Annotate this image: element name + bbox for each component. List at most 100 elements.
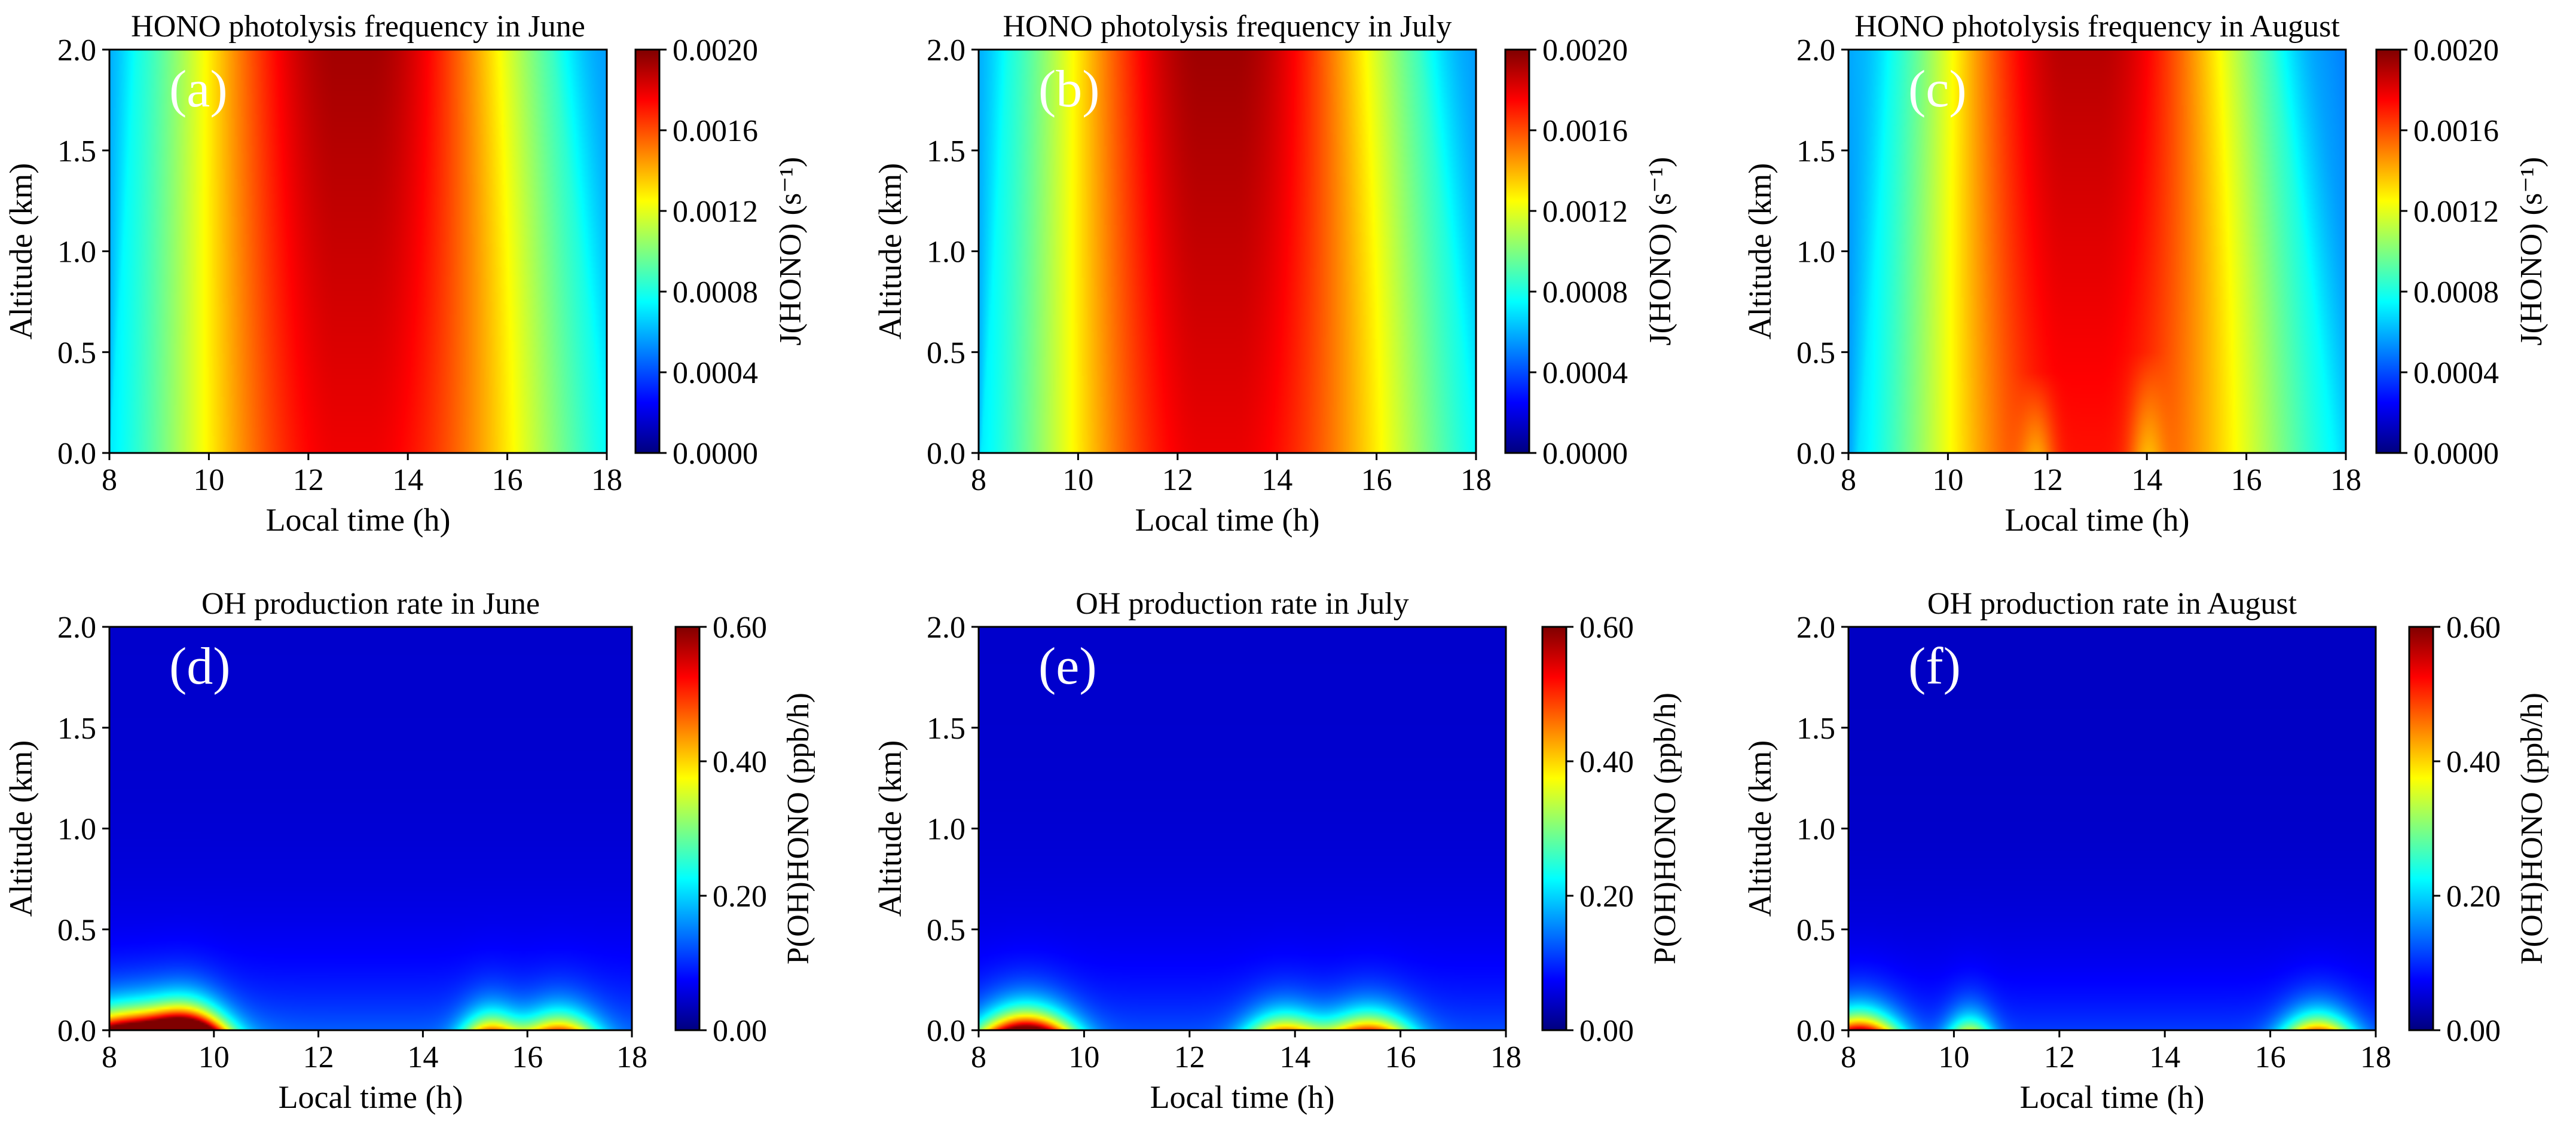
y-axis-label: Altitude (km) <box>3 163 39 339</box>
colorbar-gradient <box>674 626 701 1031</box>
x-axis-label: Local time (h) <box>266 502 451 538</box>
x-tick-label: 14 <box>407 1040 438 1074</box>
colorbar-tick-label: 0.20 <box>2446 880 2501 914</box>
y-tick-label: 0.5 <box>1796 336 1835 370</box>
colorbar-tick-label: 0.0000 <box>2413 437 2499 471</box>
heatmap-e <box>979 627 1506 1030</box>
colorbar-tick-label: 0.60 <box>713 611 767 645</box>
colorbar-tick-label: 0.40 <box>2446 745 2501 779</box>
colorbar-tick-label: 0.0004 <box>673 356 758 390</box>
colorbar-tick-label: 0.0008 <box>673 275 758 310</box>
x-tick-label: 10 <box>1062 463 1093 497</box>
x-tick-label: 14 <box>1261 463 1292 497</box>
colorbar-label: J(HONO) (s⁻¹) <box>1643 157 1677 346</box>
x-tick-label: 8 <box>102 463 117 497</box>
y-tick-label: 0.0 <box>927 1014 965 1048</box>
heatmap-a <box>109 50 607 453</box>
panel-a: HONO photolysis frequency in June (a) 8 10 1… <box>3 10 808 538</box>
y-tick-label: 1.0 <box>57 813 96 847</box>
y-axis-label: Altitude (km) <box>1742 163 1778 339</box>
x-tick-label: 12 <box>2044 1040 2075 1074</box>
colorbar-tick-label: 0.0004 <box>1542 356 1628 390</box>
y-tick-label: 2.0 <box>927 611 965 645</box>
chart-title: HONO photolysis frequency in August <box>1854 10 2340 44</box>
colorbar-tick-label: 0.0012 <box>2413 195 2499 229</box>
x-tick-label: 16 <box>492 463 523 497</box>
colorbar-tick-label: 0.0000 <box>673 437 758 471</box>
x-tick-label: 10 <box>1938 1040 1969 1074</box>
x-tick-label: 12 <box>303 1040 334 1074</box>
heatmap-f <box>1848 627 2376 1030</box>
x-tick-label: 16 <box>2231 463 2262 497</box>
chart-title: HONO photolysis frequency in June <box>131 10 585 44</box>
colorbar-gradient <box>634 48 661 454</box>
y-tick-label: 2.0 <box>57 611 96 645</box>
x-tick-label: 10 <box>198 1040 230 1074</box>
y-tick-label: 2.0 <box>927 33 965 68</box>
x-tick-label: 12 <box>1174 1040 1205 1074</box>
x-axis-label: Local time (h) <box>279 1079 463 1115</box>
x-tick-label: 8 <box>1841 1040 1856 1074</box>
colorbar: 0.00 0.20 0.40 0.60 P(OH)HONO (ppb/h) <box>674 611 815 1048</box>
colorbar-label: P(OH)HONO (ppb/h) <box>1648 693 1682 964</box>
colorbar-tick-label: 0.0004 <box>2413 356 2499 390</box>
panel-d: OH production rate in June (d) 8 10 12 14 16 18… <box>3 587 815 1115</box>
x-axis-label: Local time (h) <box>1150 1079 1335 1115</box>
x-tick-label: 14 <box>392 463 423 497</box>
colorbar-tick-label: 0.00 <box>1579 1014 1634 1048</box>
x-tick-label: 10 <box>1932 463 1963 497</box>
y-tick-label: 0.0 <box>1796 437 1835 471</box>
colorbar-tick-label: 0.40 <box>713 745 767 779</box>
chart-title: OH production rate in July <box>1075 587 1408 621</box>
panel-c: HONO photolysis frequency in August (c) 8 1… <box>1742 10 2549 538</box>
x-tick-label: 8 <box>102 1040 117 1074</box>
colorbar-label: J(HONO) (s⁻¹) <box>2514 157 2549 346</box>
y-tick-label: 0.5 <box>57 913 96 947</box>
y-axis-label: Altitude (km) <box>1742 740 1778 917</box>
y-tick-label: 1.5 <box>57 712 96 746</box>
x-tick-label: 8 <box>1841 463 1856 497</box>
x-tick-label: 14 <box>2149 1040 2180 1074</box>
colorbar-tick-label: 0.0016 <box>673 114 758 148</box>
x-tick-label: 16 <box>1385 1040 1416 1074</box>
y-axis-label: Altitude (km) <box>872 740 908 917</box>
y-tick-label: 1.0 <box>1796 235 1835 270</box>
colorbar-tick-label: 0.0012 <box>1542 195 1628 229</box>
panel-label: (c) <box>1908 60 1967 118</box>
panel-label: (f) <box>1908 638 1961 696</box>
colorbar-tick-label: 0.0020 <box>673 33 758 68</box>
colorbar-tick-label: 0.0000 <box>1542 437 1628 471</box>
colorbar-tick-label: 0.0012 <box>673 195 758 229</box>
colorbar-gradient <box>2408 626 2434 1031</box>
y-tick-label: 1.0 <box>57 235 96 270</box>
colorbar-label: P(OH)HONO (ppb/h) <box>781 693 815 964</box>
x-tick-label: 10 <box>193 463 224 497</box>
colorbar-tick-label: 0.0008 <box>2413 275 2499 310</box>
colorbar-tick-label: 0.20 <box>1579 880 1634 914</box>
x-tick-label: 14 <box>2131 463 2162 497</box>
colorbar-tick-label: 0.0016 <box>2413 114 2499 148</box>
y-tick-label: 0.5 <box>927 913 965 947</box>
heatmap-d <box>109 627 632 1030</box>
y-tick-label: 2.0 <box>1796 611 1835 645</box>
x-tick-label: 16 <box>2255 1040 2286 1074</box>
y-tick-label: 1.5 <box>1796 134 1835 169</box>
x-tick-label: 18 <box>1460 463 1492 497</box>
chart-title: OH production rate in June <box>201 587 540 621</box>
colorbar: 0.0000 0.0004 0.0008 0.0012 0.0016 0.0020 J(HO… <box>2375 33 2549 471</box>
colorbar-gradient <box>2375 48 2401 454</box>
y-tick-label: 2.0 <box>1796 33 1835 68</box>
colorbar-tick-label: 0.0016 <box>1542 114 1628 148</box>
x-tick-label: 12 <box>2032 463 2063 497</box>
colorbar-tick-label: 0.20 <box>713 880 767 914</box>
colorbar-tick-label: 0.60 <box>2446 611 2501 645</box>
x-tick-label: 8 <box>971 463 986 497</box>
heatmap-b <box>979 50 1476 453</box>
colorbar: 0.0000 0.0004 0.0008 0.0012 0.0016 0.0020 J(HO… <box>1504 33 1677 471</box>
x-axis-label: Local time (h) <box>1135 502 1320 538</box>
colorbar-tick-label: 0.0020 <box>1542 33 1628 68</box>
panel-label: (e) <box>1038 638 1097 696</box>
colorbar-tick-label: 0.0020 <box>2413 33 2499 68</box>
x-axis-label: Local time (h) <box>2005 502 2190 538</box>
